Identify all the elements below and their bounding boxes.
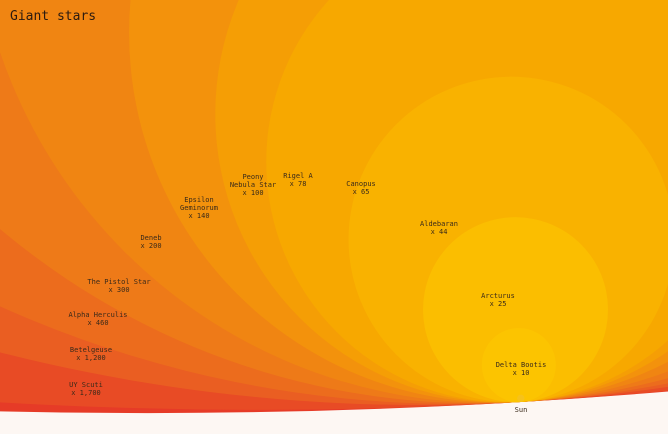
star-factor: x 65 (352, 188, 370, 196)
star-name: UY Scuti (69, 381, 103, 389)
star-name: Epsilon Geminorum (180, 196, 218, 212)
star-name: Rigel A (283, 172, 313, 180)
star-name: Deneb (140, 234, 162, 242)
star-name: Alpha Herculis (68, 311, 128, 319)
star-name: Delta Bootis (495, 361, 547, 369)
star-name: Peony Nebula Star (229, 173, 277, 189)
star-factor: x 1,200 (76, 354, 106, 362)
star-circle (423, 217, 609, 403)
star-factor: x 78 (289, 180, 307, 188)
star-name: Betelgeuse (69, 346, 113, 354)
star-factor: x 140 (188, 212, 210, 220)
star-factor: x 460 (87, 319, 109, 327)
star-factor: x 200 (140, 242, 162, 250)
star-factor: x 44 (430, 228, 448, 236)
star-circle (481, 328, 556, 403)
star-name: Arcturus (481, 292, 515, 300)
star-name: Canopus (346, 180, 376, 188)
star-name: Sun (514, 406, 528, 414)
star-factor: x 100 (242, 189, 264, 197)
star-circle (517, 394, 525, 403)
star-name: The Pistol Star (87, 278, 151, 286)
star-name: Aldebaran (420, 220, 458, 228)
star-factor: x 25 (489, 300, 507, 308)
star-factor: x 1,700 (71, 389, 101, 397)
star-factor: x 10 (512, 369, 530, 377)
chart-title: Giant stars (10, 9, 97, 24)
star-factor: x 300 (108, 286, 130, 294)
